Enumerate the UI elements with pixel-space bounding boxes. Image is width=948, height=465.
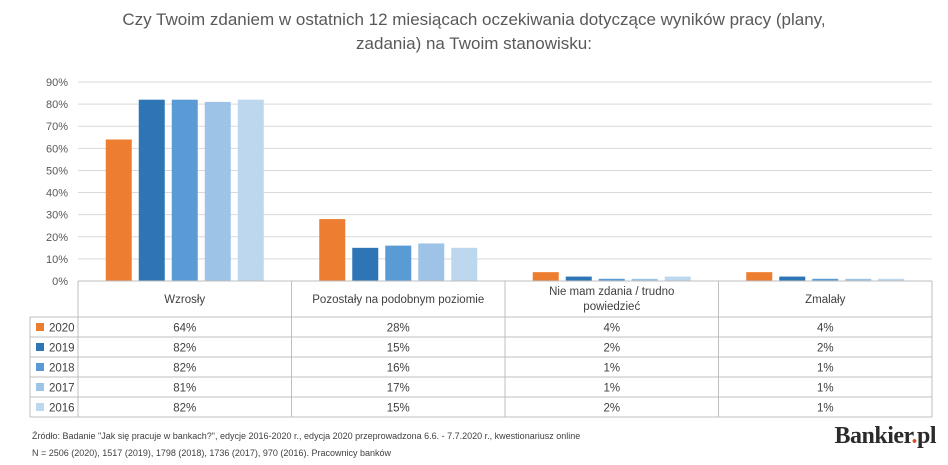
y-tick-label: 0% — [52, 276, 68, 288]
data-label: 82% — [173, 343, 196, 355]
sample-size-note: N = 2506 (2020), 1517 (2019), 1798 (2018… — [32, 448, 391, 458]
data-label: 15% — [387, 403, 410, 415]
brand-suffix: pl — [916, 423, 937, 449]
data-label: 1% — [817, 363, 834, 375]
y-tick-label: 30% — [46, 210, 68, 222]
legend-swatch — [36, 363, 44, 371]
bar — [385, 245, 412, 281]
data-label: 4% — [603, 323, 620, 335]
data-label: 1% — [603, 383, 620, 395]
bar — [532, 272, 559, 281]
chart-title: Czy Twoim zdaniem w ostatnich 12 miesiąc… — [0, 8, 948, 56]
legend-label: 2016 — [49, 403, 75, 415]
bar — [204, 101, 231, 282]
chart-title-line-1: Czy Twoim zdaniem w ostatnich 12 miesiąc… — [122, 10, 826, 29]
y-tick-label: 90% — [46, 77, 68, 89]
legend-swatch — [36, 403, 44, 411]
legend-label: 2018 — [49, 363, 75, 375]
category-label: Pozostały na podobnym poziomie — [312, 294, 484, 306]
data-label: 2% — [817, 343, 834, 355]
data-label: 1% — [817, 383, 834, 395]
bar — [664, 276, 691, 281]
data-label: 4% — [817, 323, 834, 335]
bar — [845, 278, 872, 281]
data-label: 1% — [817, 403, 834, 415]
data-label: 15% — [387, 343, 410, 355]
bar — [746, 272, 773, 281]
legend-swatch — [36, 343, 44, 351]
brand-logo: Bankier.pl — [835, 423, 937, 450]
data-label: 81% — [173, 383, 196, 395]
bar — [138, 99, 165, 281]
brand-dot: . — [911, 423, 917, 449]
y-tick-label: 60% — [46, 143, 68, 155]
data-label: 1% — [603, 363, 620, 375]
data-label: 2% — [603, 343, 620, 355]
brand-name: Bankier — [834, 423, 912, 449]
legend-label: 2017 — [49, 383, 75, 395]
legend-swatch — [36, 383, 44, 391]
bar — [565, 276, 592, 281]
y-tick-label: 80% — [46, 99, 68, 111]
legend-label: 2019 — [49, 343, 75, 355]
bar — [319, 219, 346, 281]
data-label: 2% — [603, 403, 620, 415]
bar — [352, 247, 379, 281]
category-label: Zmalały — [805, 294, 846, 306]
bar — [779, 276, 806, 281]
source-note: Źródło: Badanie "Jak się pracuje w banka… — [32, 431, 581, 441]
bar — [418, 243, 445, 281]
category-label: powiedzieć — [583, 301, 640, 313]
bar-chart: 0% 10% 20% 30% 40% 50% 60% 70% 80% 90% Wzrosły Pozo… — [29, 77, 933, 418]
data-label: 28% — [387, 323, 410, 335]
data-label: 82% — [173, 363, 196, 375]
bar — [812, 278, 839, 281]
legend-label: 2020 — [49, 323, 75, 335]
y-tick-label: 20% — [46, 232, 68, 244]
data-label: 64% — [173, 323, 196, 335]
data-label: 16% — [387, 363, 410, 375]
bar — [631, 278, 658, 281]
y-tick-label: 40% — [46, 188, 68, 200]
y-tick-label: 10% — [46, 254, 68, 266]
data-label: 17% — [387, 383, 410, 395]
chart-title-line-2: zadania) na Twoim stanowisku: — [356, 34, 592, 53]
category-label: Nie mam zdania / trudno — [549, 286, 674, 298]
bar — [598, 278, 625, 281]
y-tick-label: 70% — [46, 121, 68, 133]
bar — [878, 278, 905, 281]
bar — [237, 99, 264, 281]
bar — [171, 99, 198, 281]
data-label: 82% — [173, 403, 196, 415]
legend-swatch — [36, 323, 44, 331]
category-label: Wzrosły — [164, 294, 205, 306]
bar — [451, 247, 478, 281]
y-tick-label: 50% — [46, 165, 68, 177]
bar — [105, 139, 132, 281]
